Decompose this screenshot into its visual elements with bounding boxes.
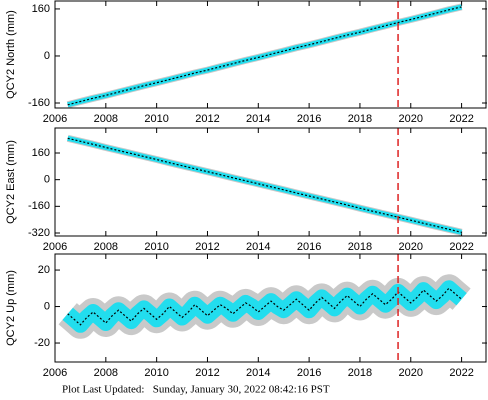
x-tick-label: 2022 bbox=[449, 241, 473, 253]
y-tick-label: -20 bbox=[34, 337, 50, 349]
model-line bbox=[67, 287, 462, 326]
x-tick-label: 2008 bbox=[94, 241, 118, 253]
x-tick-label: 2014 bbox=[246, 367, 270, 379]
x-tick-label: 2016 bbox=[297, 113, 321, 125]
x-tick-label: 2012 bbox=[195, 113, 219, 125]
x-tick-label: 2020 bbox=[399, 241, 423, 253]
footer: Plot Last Updated: Sunday, January 30, 2… bbox=[62, 384, 330, 396]
x-tick-label: 2006 bbox=[43, 367, 67, 379]
y-tick-label: 0 bbox=[44, 50, 50, 62]
x-tick-label: 2018 bbox=[348, 241, 372, 253]
plot-frame bbox=[54, 0, 487, 109]
y-tick-label: -160 bbox=[28, 97, 50, 109]
data-band bbox=[67, 4, 463, 108]
x-tick-label: 2010 bbox=[144, 367, 168, 379]
x-tick-label: 2006 bbox=[43, 113, 67, 125]
model-line bbox=[67, 137, 462, 233]
x-tick-label: 2014 bbox=[246, 113, 270, 125]
x-tick-label: 2020 bbox=[399, 113, 423, 125]
x-tick-label: 2018 bbox=[348, 113, 372, 125]
x-tick-label: 2010 bbox=[144, 241, 168, 253]
x-tick-label: 2022 bbox=[449, 367, 473, 379]
y-tick-label: 20 bbox=[38, 264, 50, 276]
y-tick-label: -160 bbox=[28, 200, 50, 212]
x-tick-label: 2014 bbox=[246, 241, 270, 253]
y-axis-label: QCY2 North (mm) bbox=[5, 10, 17, 99]
x-tick-label: 2010 bbox=[144, 113, 168, 125]
x-tick-label: 2008 bbox=[94, 113, 118, 125]
x-tick-label: 2012 bbox=[195, 367, 219, 379]
y-tick-label: 160 bbox=[32, 3, 50, 15]
x-tick-label: 2022 bbox=[449, 113, 473, 125]
plot-frame bbox=[54, 127, 487, 237]
x-tick-label: 2008 bbox=[94, 367, 118, 379]
y-tick-label: -320 bbox=[28, 227, 50, 239]
y-tick-label: 160 bbox=[32, 147, 50, 159]
x-tick-label: 2012 bbox=[195, 241, 219, 253]
y-axis-label: QCY2 East (mm) bbox=[5, 140, 17, 224]
x-tick-label: 2006 bbox=[43, 241, 67, 253]
x-tick-label: 2016 bbox=[297, 367, 321, 379]
plot-frame bbox=[54, 253, 487, 363]
x-tick-label: 2020 bbox=[399, 367, 423, 379]
y-tick-label: 0 bbox=[44, 300, 50, 312]
y-tick-label: 0 bbox=[44, 174, 50, 186]
y-axis-label: QCY2 Up (mm) bbox=[5, 270, 17, 346]
x-tick-label: 2018 bbox=[348, 367, 372, 379]
x-tick-label: 2016 bbox=[297, 241, 321, 253]
